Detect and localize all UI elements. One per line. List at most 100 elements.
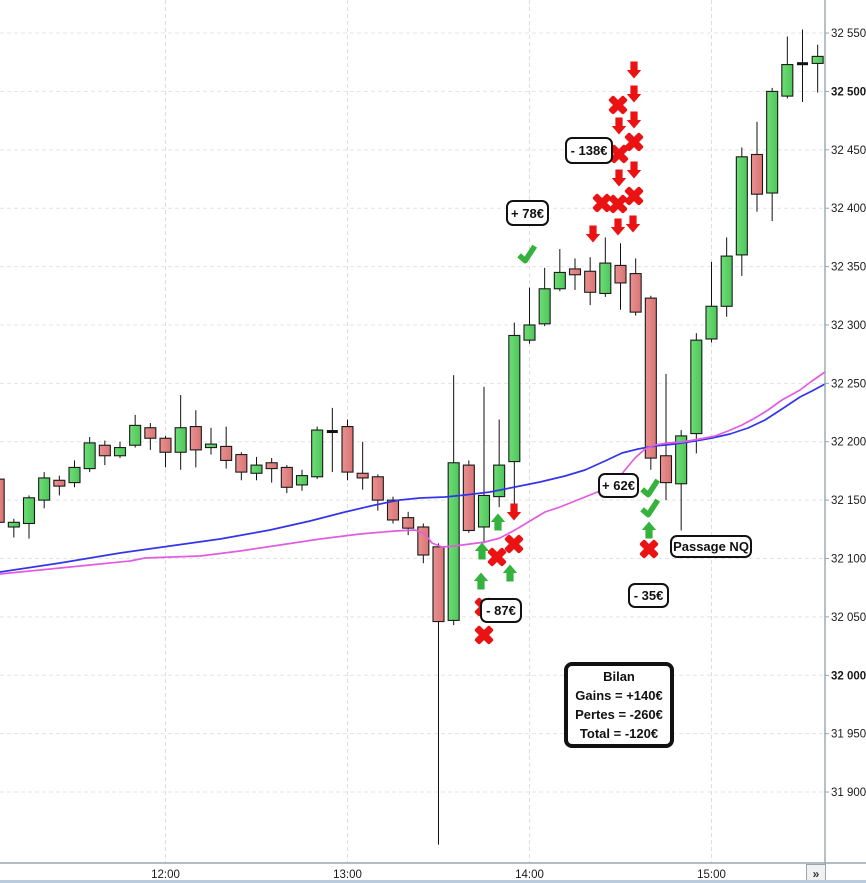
ma-fast-magenta [0, 371, 826, 575]
win-check-icon [640, 478, 661, 498]
candle-bullish [7, 521, 20, 528]
sell-arrow-down-icon [506, 503, 522, 521]
loss-x-icon [592, 193, 612, 213]
candle-bullish [705, 305, 718, 340]
y-axis-label: 32 200 [831, 437, 866, 449]
candle-bullish [250, 464, 263, 474]
candle-bearish [341, 426, 354, 473]
loss-x-icon [639, 539, 659, 559]
candle-bullish [295, 475, 309, 486]
candle-bearish [189, 426, 202, 451]
y-axis-label: 32 550 [831, 28, 866, 40]
y-axis-label: 32 500 [831, 86, 866, 98]
y-axis-label: 32 150 [831, 495, 866, 507]
candle-bearish [584, 270, 597, 293]
candle-bearish [53, 479, 66, 487]
candle-bullish [523, 324, 536, 341]
candle-bearish [402, 517, 415, 529]
y-axis-label: 32 050 [831, 612, 866, 624]
candle-bearish [417, 526, 430, 556]
loss-x-icon [487, 547, 507, 567]
candle-bearish [356, 472, 369, 479]
sell-arrow-down-icon [611, 169, 627, 187]
sell-arrow-down-icon [626, 85, 642, 103]
sell-arrow-down-icon [626, 161, 642, 179]
candle-bullish [83, 442, 96, 470]
candle-bearish [659, 455, 673, 484]
buy-arrow-up-icon [490, 513, 506, 531]
x-axis-label: 12:00 [151, 869, 180, 881]
candle-bullish [538, 288, 551, 325]
summary-bilan-box: Bilan Gains = +140€ Pertes = -260€ Total… [564, 662, 674, 748]
candle-bearish [644, 297, 657, 459]
candle-bullish [811, 55, 824, 64]
candle-bearish [462, 464, 475, 532]
bilan-total: Total = -120€ [579, 726, 659, 741]
sell-arrow-down-icon [626, 61, 642, 79]
candle-bullish [477, 494, 491, 528]
candle-bearish [220, 445, 233, 461]
loss-x-icon [609, 144, 629, 164]
scroll-right-button[interactable]: » [806, 864, 826, 883]
loss-x-icon [624, 186, 644, 206]
candle-bullish [22, 497, 36, 525]
sell-arrow-down-icon [626, 111, 642, 129]
candle-bearish [159, 437, 172, 453]
candle-bearish [280, 466, 293, 488]
candle-bullish [68, 466, 81, 484]
buy-arrow-up-icon [641, 521, 657, 539]
sell-arrow-down-icon [611, 117, 627, 135]
candle-bearish [144, 427, 157, 439]
candle-bullish [113, 447, 127, 457]
candle-bearish [265, 462, 278, 470]
candle-doji-body [326, 430, 338, 434]
candle-bearish [386, 499, 400, 521]
bilan-pertes: Pertes = -260€ [575, 707, 663, 722]
y-axis-label: 32 450 [831, 145, 866, 157]
ma-slow-blue [0, 383, 826, 573]
loss-x-icon [474, 625, 494, 645]
candle-bearish [432, 546, 445, 623]
loss-x-icon [608, 194, 628, 214]
buy-arrow-up-icon [473, 572, 489, 590]
y-axis-label: 32 000 [831, 670, 866, 682]
candle-bullish [720, 255, 733, 307]
y-axis-label: 31 950 [831, 729, 866, 741]
candle-bullish [599, 262, 612, 294]
candle-bearish [614, 264, 627, 284]
y-axis-label: 31 900 [831, 787, 866, 799]
win-check-icon [640, 498, 661, 518]
candle-bullish [447, 462, 460, 621]
candles [0, 29, 824, 845]
candle-bullish [311, 429, 324, 478]
candle-bearish [371, 476, 384, 501]
candle-bearish [235, 454, 248, 473]
y-axis-label: 32 350 [831, 262, 866, 274]
sell-arrow-down-icon [625, 215, 641, 233]
candle-bearish [568, 268, 582, 276]
candle-bullish [174, 427, 187, 453]
bilan-gains: Gains = +140€ [575, 688, 663, 703]
candle-bullish [553, 271, 566, 290]
trade-marks [473, 61, 661, 645]
candle-bearish [0, 478, 5, 523]
candle-bearish [629, 273, 642, 313]
candle-bullish [781, 64, 794, 97]
candle-bullish [508, 334, 521, 463]
window-bottom-edge [0, 880, 866, 883]
candle-bullish [675, 435, 688, 485]
candle-bullish [690, 339, 703, 435]
candle-bullish [38, 477, 51, 501]
sell-arrow-down-icon [585, 225, 601, 243]
loss-x-icon [504, 534, 524, 554]
win-check-icon [517, 244, 538, 264]
y-axis-label: 32 400 [831, 203, 866, 215]
y-axis-label: 32 250 [831, 378, 866, 390]
candle-bullish [735, 156, 748, 256]
x-axis-label: 13:00 [333, 869, 362, 881]
buy-arrow-up-icon [502, 564, 518, 582]
y-axis-label: 32 300 [831, 320, 866, 332]
